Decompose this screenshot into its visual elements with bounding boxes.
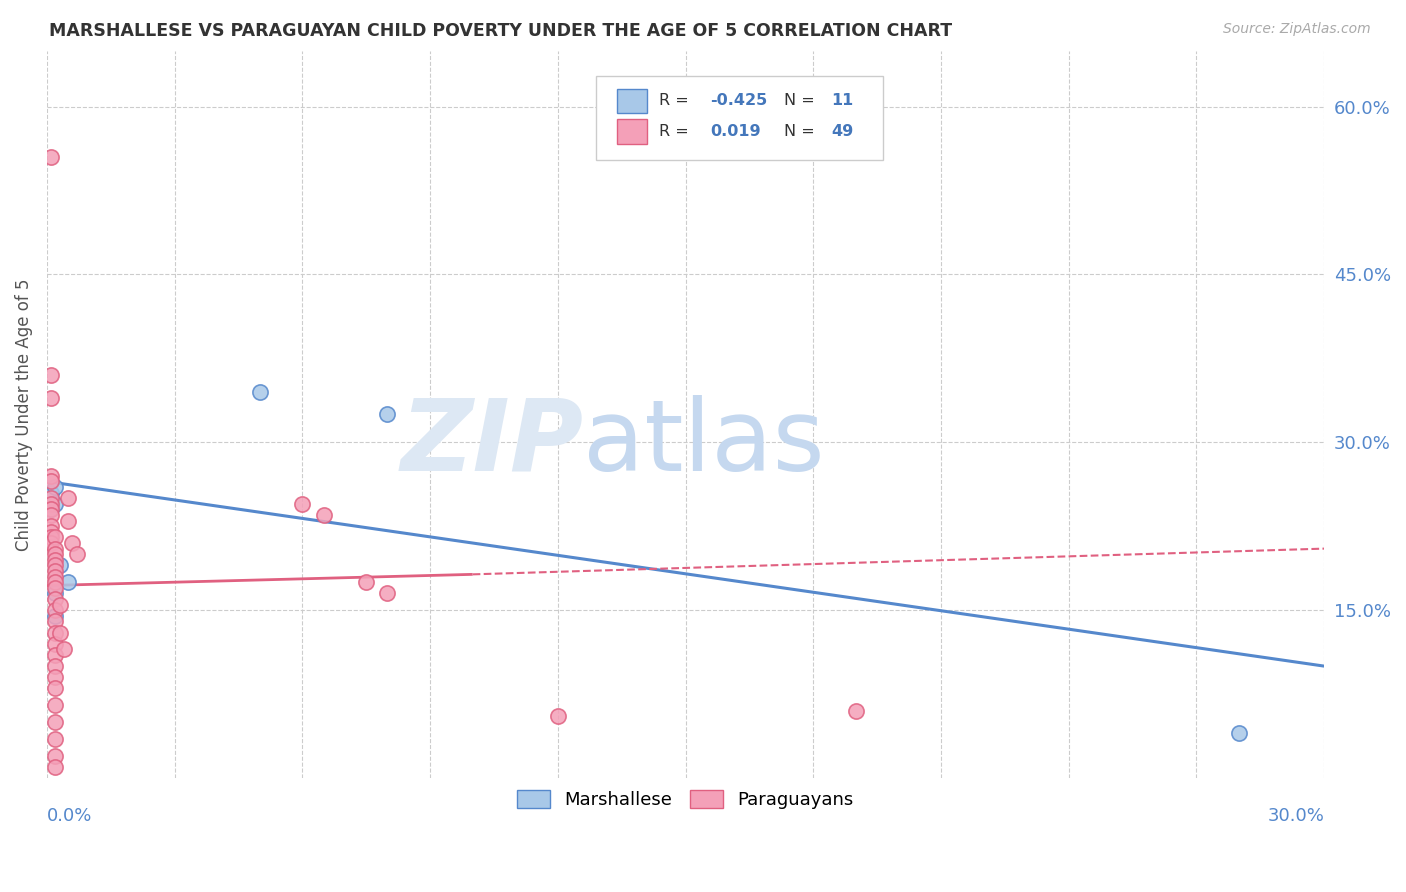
Point [44, 637, 66, 651]
Point [39, 502, 62, 516]
Point [44, 659, 66, 673]
Point [249, 384, 271, 399]
Point [312, 508, 335, 522]
Text: 49: 49 [831, 124, 853, 139]
Point [1227, 726, 1250, 740]
Point [39, 491, 62, 506]
Text: R =: R = [658, 124, 689, 139]
Text: atlas: atlas [583, 395, 825, 491]
Point [39, 524, 62, 539]
Point [44, 480, 66, 494]
Text: N =: N = [785, 124, 814, 139]
Point [44, 731, 66, 746]
Point [39, 530, 62, 544]
Text: MARSHALLESE VS PARAGUAYAN CHILD POVERTY UNDER THE AGE OF 5 CORRELATION CHART: MARSHALLESE VS PARAGUAYAN CHILD POVERTY … [49, 22, 952, 40]
Legend: Marshallese, Paraguayans: Marshallese, Paraguayans [510, 782, 860, 816]
Point [39, 536, 62, 550]
Point [44, 581, 66, 595]
Point [48, 625, 70, 640]
Point [377, 408, 399, 422]
Point [48, 558, 70, 573]
FancyBboxPatch shape [617, 88, 647, 113]
Point [44, 714, 66, 729]
Point [48, 598, 70, 612]
Point [44, 591, 66, 606]
Point [44, 670, 66, 684]
Point [39, 519, 62, 533]
Point [44, 608, 66, 623]
Point [44, 748, 66, 763]
Point [39, 497, 62, 511]
Point [44, 575, 66, 590]
FancyBboxPatch shape [596, 76, 883, 160]
Point [39, 502, 62, 516]
Point [39, 469, 62, 483]
Y-axis label: Child Poverty Under the Age of 5: Child Poverty Under the Age of 5 [15, 278, 32, 550]
Text: Source: ZipAtlas.com: Source: ZipAtlas.com [1223, 22, 1371, 37]
Text: -0.425: -0.425 [710, 94, 768, 108]
Point [44, 541, 66, 556]
Point [44, 497, 66, 511]
Point [291, 497, 314, 511]
Point [44, 564, 66, 578]
Point [39, 391, 62, 405]
Text: 30.0%: 30.0% [1267, 807, 1324, 825]
Point [44, 586, 66, 600]
Point [44, 625, 66, 640]
Point [39, 485, 62, 500]
Point [44, 681, 66, 696]
Point [39, 508, 62, 522]
Point [44, 615, 66, 629]
Point [44, 648, 66, 662]
Text: 0.019: 0.019 [710, 124, 761, 139]
Point [39, 150, 62, 164]
Point [44, 530, 66, 544]
Text: 11: 11 [831, 94, 853, 108]
Point [377, 586, 399, 600]
Point [44, 547, 66, 561]
Point [44, 760, 66, 774]
Point [39, 368, 62, 383]
Point [66, 547, 89, 561]
FancyBboxPatch shape [617, 119, 647, 144]
Point [44, 698, 66, 713]
Point [354, 575, 377, 590]
Point [56, 575, 79, 590]
Point [44, 569, 66, 583]
Point [44, 558, 66, 573]
Point [547, 709, 569, 723]
Text: N =: N = [785, 94, 814, 108]
Text: R =: R = [658, 94, 689, 108]
Text: ZIP: ZIP [401, 395, 583, 491]
Point [845, 704, 868, 718]
Point [39, 475, 62, 489]
Point [56, 491, 79, 506]
Point [44, 553, 66, 567]
Point [52, 642, 75, 657]
Point [56, 514, 79, 528]
Point [44, 603, 66, 617]
Text: 0.0%: 0.0% [46, 807, 93, 825]
Point [62, 536, 84, 550]
